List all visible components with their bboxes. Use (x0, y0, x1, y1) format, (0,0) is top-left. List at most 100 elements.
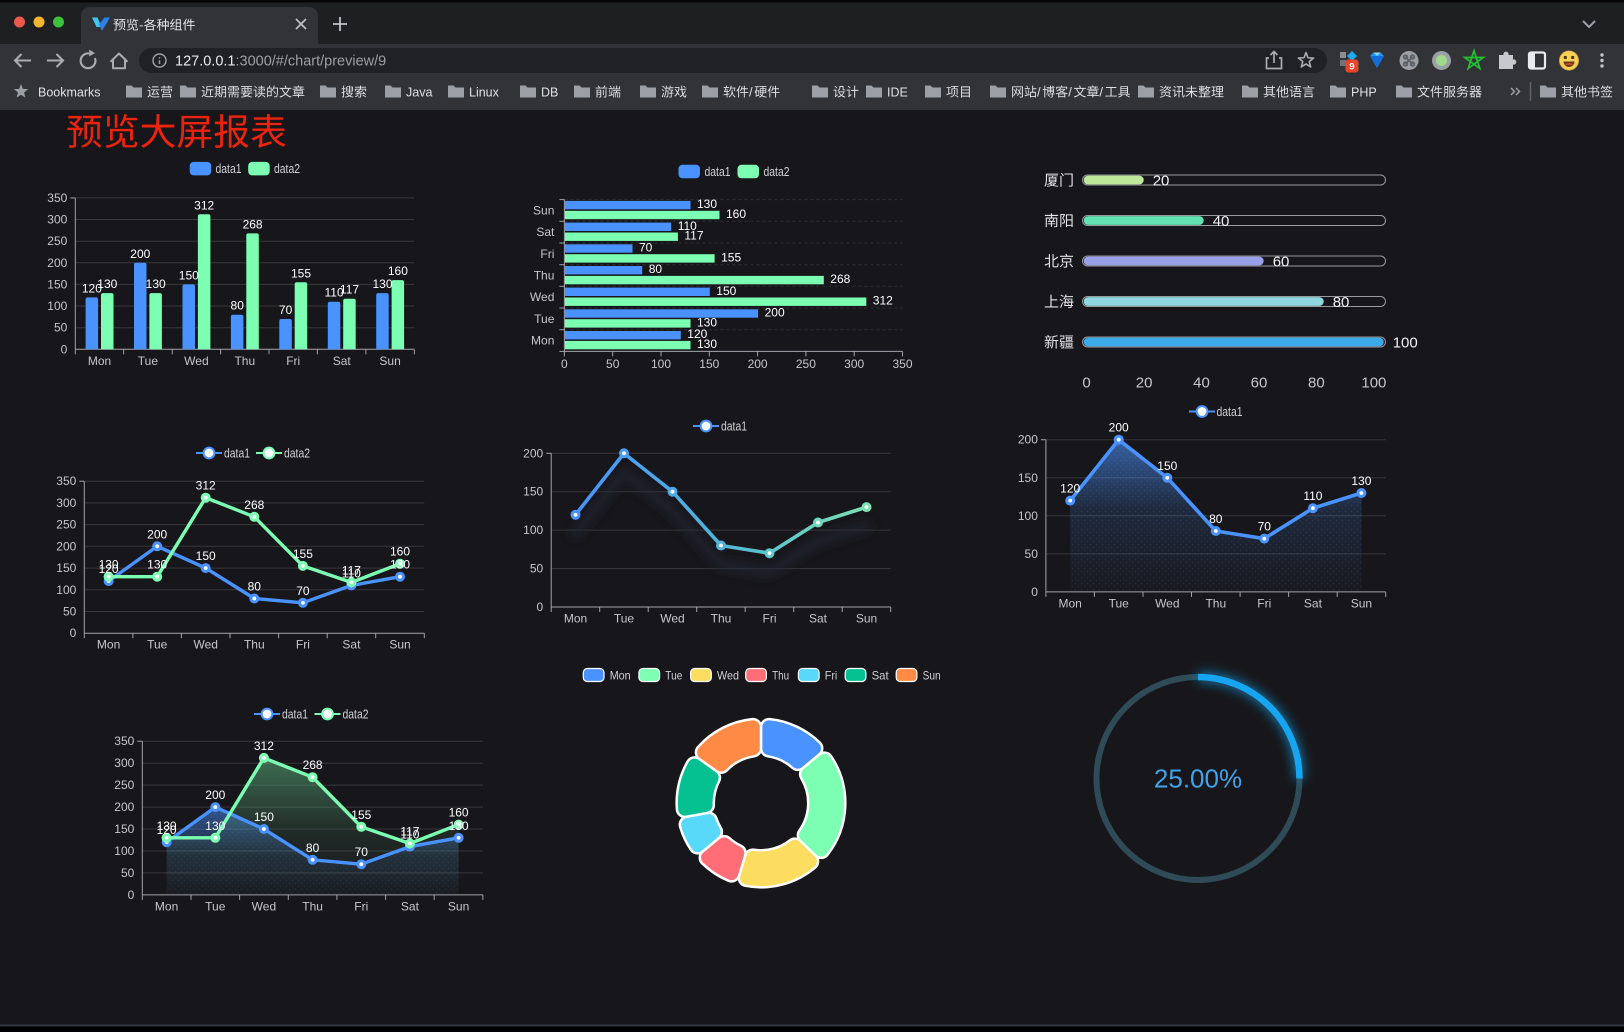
svg-text:0: 0 (561, 357, 568, 371)
svg-text:/: / (749, 85, 753, 100)
svg-text:130: 130 (697, 315, 717, 329)
svg-text:data1: data1 (224, 447, 250, 461)
svg-text:120: 120 (82, 281, 102, 295)
svg-text:268: 268 (243, 217, 263, 231)
svg-text:Thu: Thu (244, 638, 265, 652)
svg-text:0: 0 (537, 600, 544, 614)
svg-text:Tue: Tue (1109, 596, 1130, 610)
svg-text:130: 130 (99, 558, 119, 572)
svg-text:Wed: Wed (660, 612, 684, 626)
svg-text:160: 160 (388, 264, 408, 278)
svg-text:Fri: Fri (286, 354, 300, 368)
svg-text:Wed: Wed (184, 354, 208, 368)
svg-text:0: 0 (128, 888, 135, 902)
svg-text:data2: data2 (343, 708, 369, 722)
svg-text:300: 300 (844, 357, 864, 371)
svg-text:data2: data2 (274, 162, 300, 176)
svg-text:25.00%: 25.00% (1154, 764, 1242, 794)
svg-text:Sat: Sat (342, 638, 361, 652)
svg-text:Mon: Mon (88, 354, 111, 368)
svg-text:200: 200 (1109, 421, 1129, 435)
svg-text:/: / (1068, 85, 1072, 100)
svg-text:Mon: Mon (610, 669, 631, 683)
svg-text:300: 300 (56, 496, 76, 510)
svg-text:80: 80 (1308, 375, 1325, 392)
svg-text:50: 50 (54, 321, 68, 335)
svg-text:Sun: Sun (923, 669, 941, 683)
svg-text:40: 40 (1213, 213, 1230, 230)
svg-text:117: 117 (342, 563, 361, 577)
svg-text:155: 155 (721, 250, 741, 264)
svg-text:100: 100 (1018, 509, 1038, 523)
svg-text:data2: data2 (764, 165, 790, 179)
svg-text:127.0.0.1:3000/#/chart/preview: 127.0.0.1:3000/#/chart/preview/9 (175, 53, 386, 69)
svg-text:130: 130 (146, 277, 166, 291)
svg-text:DB: DB (541, 86, 558, 100)
svg-text:150: 150 (56, 561, 76, 575)
svg-text:80: 80 (1209, 512, 1223, 526)
svg-text:100: 100 (523, 523, 543, 537)
svg-text:Sun: Sun (1351, 596, 1372, 610)
svg-text:60: 60 (1251, 375, 1268, 392)
svg-text:Sat: Sat (872, 669, 890, 683)
svg-text:70: 70 (296, 584, 310, 598)
svg-text:150: 150 (1157, 459, 1177, 473)
svg-text:70: 70 (279, 303, 293, 317)
svg-text:110: 110 (342, 566, 361, 580)
svg-text:70: 70 (639, 241, 653, 255)
svg-text:350: 350 (892, 357, 912, 371)
svg-text:Tue: Tue (614, 612, 635, 626)
svg-text:Tue: Tue (205, 899, 226, 913)
svg-text:350: 350 (47, 191, 67, 205)
svg-text:268: 268 (244, 498, 264, 512)
svg-text:200: 200 (114, 800, 134, 814)
svg-text:Tue: Tue (138, 354, 159, 368)
svg-text:120: 120 (1060, 482, 1080, 496)
svg-text:155: 155 (291, 266, 311, 280)
svg-text:Mon: Mon (531, 334, 554, 348)
svg-text:Sun: Sun (856, 612, 877, 626)
svg-text:data1: data1 (216, 162, 242, 176)
svg-text:100: 100 (56, 583, 76, 597)
svg-text:Tue: Tue (147, 638, 168, 652)
svg-text:80: 80 (306, 841, 320, 855)
svg-text:150: 150 (699, 357, 719, 371)
svg-text:Sun: Sun (389, 638, 410, 652)
svg-text:268: 268 (830, 272, 850, 286)
svg-text:130: 130 (390, 558, 410, 572)
svg-text:40: 40 (1193, 375, 1210, 392)
svg-text:110: 110 (678, 219, 697, 233)
svg-text:200: 200 (205, 788, 225, 802)
svg-text:Sat: Sat (401, 899, 420, 913)
svg-text:Sun: Sun (379, 354, 400, 368)
svg-text:Thu: Thu (302, 899, 323, 913)
svg-text:312: 312 (254, 739, 274, 753)
svg-text:Fri: Fri (763, 612, 777, 626)
svg-text:268: 268 (303, 758, 323, 772)
svg-text:117: 117 (400, 825, 419, 839)
svg-text:150: 150 (196, 549, 216, 563)
svg-text:150: 150 (47, 277, 67, 291)
svg-text:250: 250 (47, 234, 67, 248)
svg-text:80: 80 (248, 580, 262, 594)
svg-text:160: 160 (390, 545, 410, 559)
svg-text:Wed: Wed (252, 899, 276, 913)
svg-text:130: 130 (372, 277, 392, 291)
svg-text:200: 200 (1018, 433, 1038, 447)
svg-text:Mon: Mon (155, 899, 178, 913)
svg-text:50: 50 (63, 605, 77, 619)
svg-text:IDE: IDE (887, 86, 908, 100)
svg-text:Mon: Mon (564, 612, 587, 626)
svg-text:130: 130 (449, 819, 469, 833)
svg-text:130: 130 (697, 197, 717, 211)
svg-text:70: 70 (1258, 520, 1272, 534)
svg-text:120: 120 (687, 327, 707, 341)
svg-text:50: 50 (121, 866, 135, 880)
svg-text:350: 350 (56, 474, 76, 488)
svg-text:110: 110 (1303, 489, 1322, 503)
svg-text:110: 110 (325, 286, 344, 300)
svg-text:data1: data1 (721, 420, 747, 434)
svg-text:Fri: Fri (296, 638, 310, 652)
svg-text:data1: data1 (1217, 405, 1243, 419)
svg-text:20: 20 (1136, 375, 1153, 392)
